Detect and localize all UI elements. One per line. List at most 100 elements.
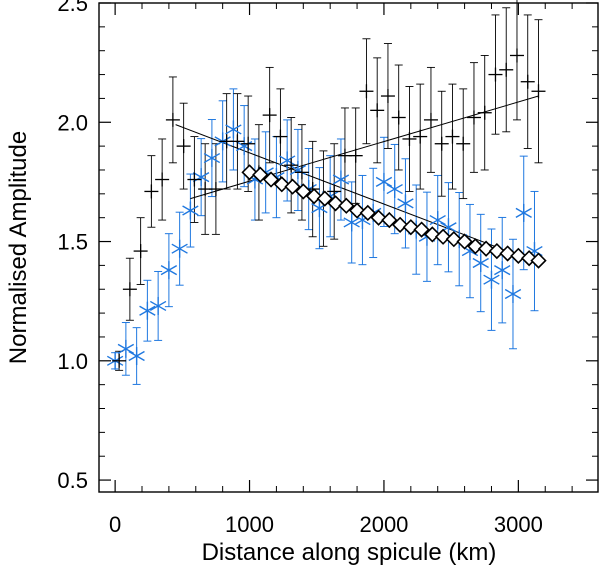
fit-diamond-point [413,221,430,238]
black-plus-point [155,172,170,187]
fit-diamond-point [316,190,333,207]
fit-diamond-point [530,252,547,269]
black-plus-point [380,89,395,104]
blue-asterisk-point [375,172,393,191]
black-plus-point [499,62,514,77]
black-plus-point [176,139,191,154]
black-plus-point [112,353,127,368]
black-plus-point [262,108,277,123]
fit-diamond-point [391,216,409,233]
black-plus-point [402,131,417,146]
black-plus-point [122,282,137,297]
x-tick-label: 0 [109,512,121,537]
fit-diamond-point [424,226,441,243]
black-plus-point [165,112,180,127]
blue-asterisk-point [332,170,350,189]
black-plus-point [187,172,202,187]
blue-asterisk-point [472,254,489,273]
fit-diamond-point [327,195,344,212]
fit-diamond-point [338,197,355,214]
y-tick-label: 2.0 [57,110,88,135]
plot-frame [98,2,599,493]
fit-diamond-point [284,178,301,195]
x-tick-label: 2000 [359,512,408,537]
blue-asterisk-point [278,151,296,170]
fit-diamond-point [262,171,280,188]
fit-diamond-point [510,247,527,264]
y-axis-title: Normalised Amplitude [5,131,32,364]
black-plus-point [359,84,374,99]
black-plus-point [348,148,363,163]
y-tick-label: 1.5 [57,230,88,255]
blue-asterisk-point [515,203,532,222]
blue-asterisk-point [139,301,156,320]
black-plus-point [370,103,385,118]
fit-diamond-point [456,233,473,250]
fit-diamond-point [305,188,323,205]
fit-diamond-point [488,242,505,260]
blue-asterisk-point [343,213,360,232]
fit-diamond-point [499,245,516,262]
x-tick-labels: 0 1000 2000 3000 [109,512,543,537]
fit-diamond-point [273,176,290,193]
axis-ticks [99,2,598,492]
x-tick-label: 1000 [225,512,274,537]
blue-asterisk-point [504,285,522,304]
fit-diamond-point [467,238,484,255]
fit-diamond-point [402,219,419,236]
black-plus-point [273,129,288,144]
black-plus-point [144,184,159,199]
x-tick-label: 3000 [494,512,543,537]
fit-diamond-point [252,166,269,183]
black-plus-point [230,134,245,149]
decreasing-fit-line [175,124,539,264]
black-plus-point [208,182,223,197]
fit-diamond-point [359,204,376,222]
black-markers [112,48,546,368]
fit-diamond-point [295,183,312,200]
blue-asterisk-point [171,239,188,258]
y-tick-label: 1.0 [57,349,88,374]
blue-asterisk-point [117,339,135,358]
black-plus-point [434,136,449,151]
blue-asterisk-point [160,261,178,280]
black-plus-point [413,129,428,144]
x-axis-title: Distance along spicule (km) [202,539,497,566]
fit-diamond-point [241,164,258,181]
fit-markers [241,164,547,269]
blue-asterisk-point [429,211,446,230]
black-plus-point [488,67,503,82]
fit-lines [175,95,539,264]
blue-asterisk-point [149,296,167,315]
black-error-bars [115,0,543,371]
y-tick-labels: 0.5 1.0 1.5 2.0 2.5 [57,0,88,493]
black-plus-point [294,165,309,180]
blue-asterisk-point [192,168,210,187]
black-plus-point [445,129,460,144]
blue-asterisk-point [397,194,414,213]
black-plus-point [477,105,492,120]
fit-diamond-point [381,211,398,229]
black-plus-point [327,184,342,199]
blue-asterisk-point [483,270,500,289]
fit-diamond-point [445,231,462,248]
fit-diamond-point [477,240,495,257]
black-plus-point [456,136,471,151]
blue-asterisk-point [225,120,242,139]
y-tick-label: 2.5 [57,0,88,16]
black-plus-point [284,158,299,173]
blue-asterisk-point [386,180,403,199]
black-plus-point [520,74,535,89]
black-plus-point [241,136,256,151]
black-plus-point [531,84,546,99]
black-plus-point [423,112,438,127]
blue-asterisk-point [128,347,145,366]
y-tick-label: 0.5 [57,468,88,493]
black-plus-point [466,110,481,125]
black-plus-point [133,244,148,259]
fit-diamond-point [370,209,387,226]
fit-diamond-point [348,202,366,219]
fit-diamond-point [434,228,452,245]
black-plus-point [391,110,406,125]
